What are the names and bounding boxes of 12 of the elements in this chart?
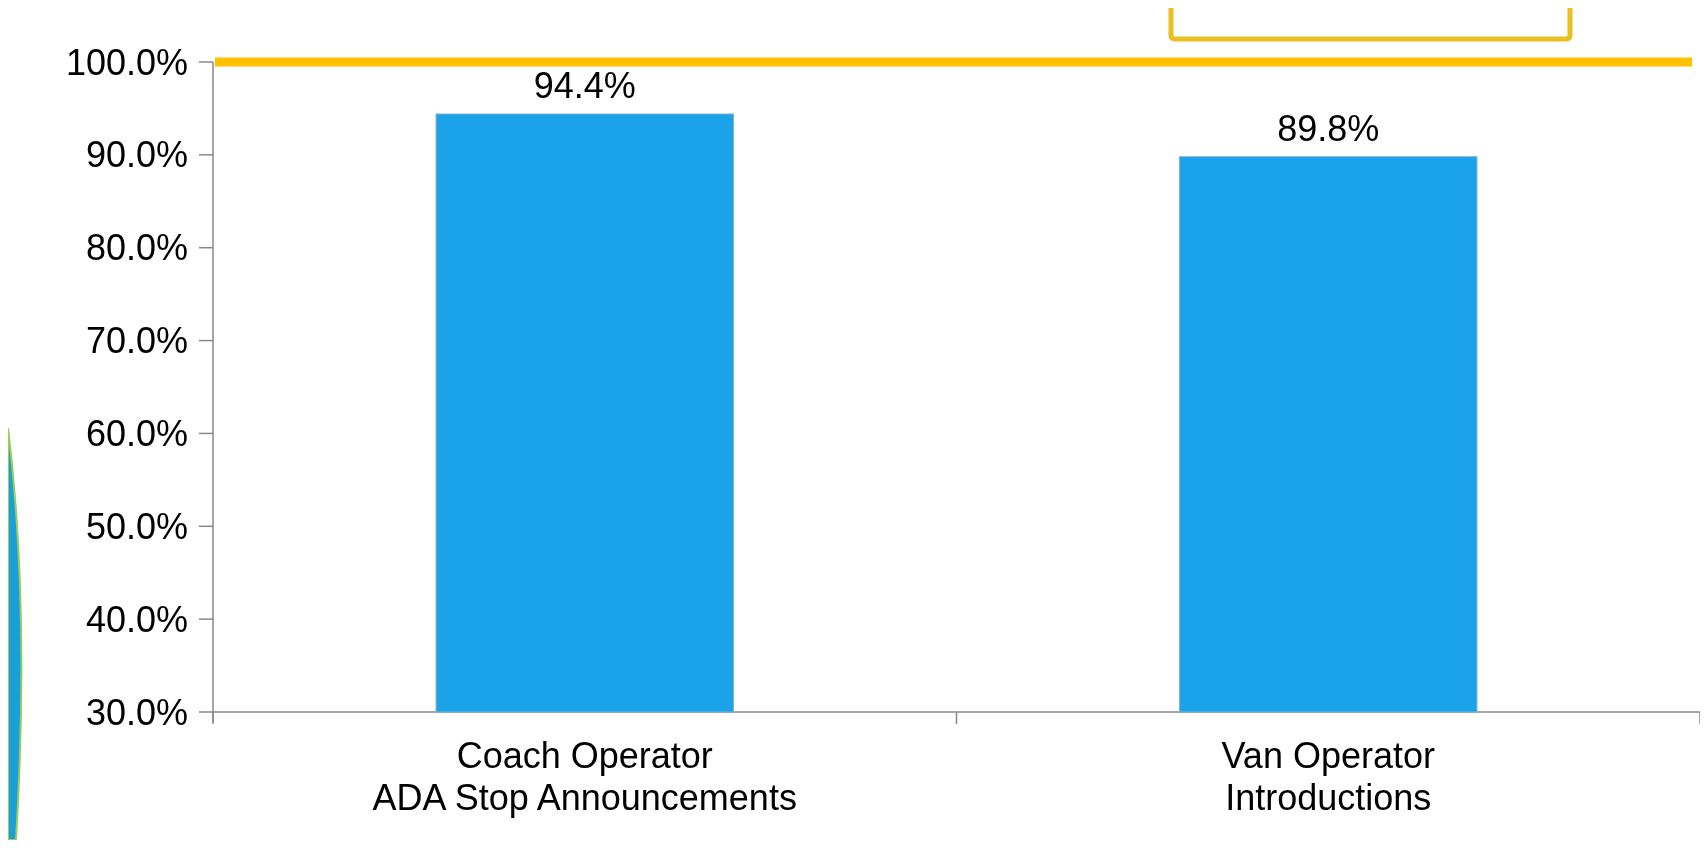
y-tick-label: 100.0%: [65, 41, 188, 83]
data-label: 89.8%: [1277, 107, 1380, 149]
y-tick-label: 60.0%: [85, 413, 188, 455]
data-label: 94.4%: [533, 65, 636, 106]
y-tick-label: 80.0%: [85, 227, 188, 269]
y-tick-label: 40.0%: [85, 598, 188, 640]
y-tick-label: 90.0%: [85, 134, 188, 176]
y-tick-label: 70.0%: [85, 320, 188, 362]
x-tick-label: Van Operator Introductions: [1221, 735, 1435, 818]
y-tick-label: 50.0%: [85, 505, 188, 547]
x-tick-label: Coach Operator ADA Stop Announcements: [372, 735, 797, 818]
y-tick-label: 30.0%: [85, 691, 188, 733]
